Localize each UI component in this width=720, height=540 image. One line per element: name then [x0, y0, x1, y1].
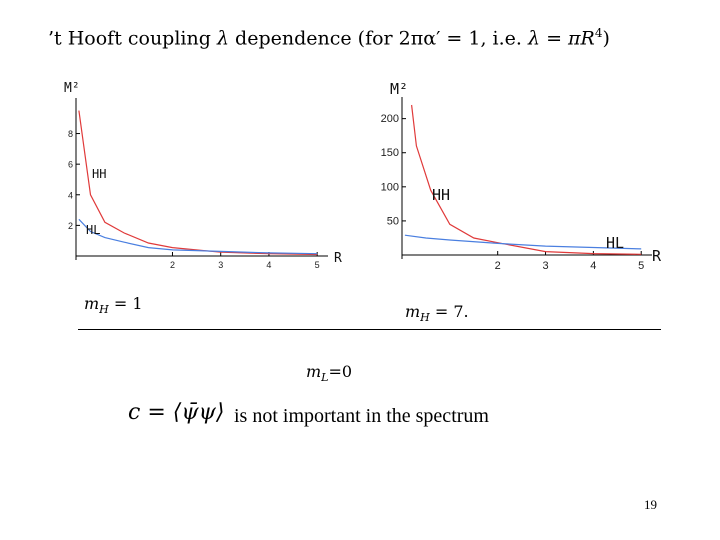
- x-tick-label: 5: [315, 260, 320, 270]
- caption-right-sub: H: [420, 311, 430, 325]
- x-tick-label: 4: [266, 260, 271, 270]
- y-tick-label: 100: [381, 181, 399, 193]
- title-eq: λ = πR: [528, 27, 595, 50]
- curve-label-hl: HL: [606, 234, 624, 252]
- series-line-hl: [404, 234, 642, 250]
- ml-var: m: [306, 362, 322, 381]
- ml-val: =0: [328, 362, 353, 381]
- y-tick-label: 6: [68, 160, 73, 170]
- x-tick-label: 3: [542, 260, 548, 272]
- y-tick-label: 2: [68, 221, 73, 231]
- curve-label-hh: HH: [432, 186, 450, 204]
- series-line-hh: [78, 110, 318, 256]
- y-tick-label: 200: [381, 113, 399, 125]
- y-tick-label: 8: [68, 129, 73, 139]
- page-number: 19: [644, 497, 657, 512]
- curve-label-hh: HH: [92, 167, 106, 181]
- slide-title: ’t Hooft coupling λ dependence (for 2πα′…: [48, 26, 610, 49]
- y-tick-label: 150: [381, 147, 399, 159]
- title-lambda: λ: [216, 27, 229, 50]
- chart-left: 2 4 6 8 2 3 4 5 M² R HH HL: [64, 81, 342, 270]
- title-suffix: ): [602, 27, 610, 50]
- caption-right-var: m: [405, 302, 421, 321]
- y-axis-label: M²: [64, 81, 80, 96]
- y-tick-label: 4: [68, 190, 73, 200]
- x-axis-label: R: [334, 251, 342, 266]
- y-tick-label: 50: [387, 215, 399, 227]
- caption-right: mH = 7.: [405, 302, 469, 324]
- series-line-hh: [411, 104, 642, 255]
- y-axis-label: M²: [390, 80, 408, 98]
- x-tick-label: 2: [170, 260, 175, 270]
- ml-label: mL=0: [306, 362, 352, 384]
- caption-left-var: m: [84, 294, 100, 313]
- x-tick-label: 4: [590, 260, 596, 272]
- divider-line: [78, 329, 661, 330]
- title-mid: dependence (for 2πα′ = 1, i.e.: [229, 27, 528, 50]
- title-prefix: ’t Hooft coupling: [48, 27, 217, 50]
- spectrum-note: is not important in the spectrum: [234, 405, 489, 427]
- condensate-formula: c = ⟨ψ̄ψ⟩: [128, 400, 225, 425]
- chart-right: 50 100 150 200 2 3 4 5 M² R HH HL: [381, 80, 662, 272]
- caption-right-val: = 7.: [429, 302, 469, 321]
- caption-left: mH = 1: [84, 294, 143, 316]
- title-exp: 4: [594, 26, 603, 40]
- x-tick-label: 5: [638, 260, 644, 272]
- ml-sub: L: [321, 371, 329, 385]
- series-line-hl: [78, 218, 318, 255]
- x-axis-label: R: [652, 247, 662, 265]
- x-tick-label: 2: [495, 260, 501, 272]
- curve-label-hl: HL: [86, 223, 100, 237]
- x-tick-label: 3: [218, 260, 223, 270]
- caption-left-sub: H: [99, 303, 109, 317]
- caption-left-val: = 1: [108, 294, 143, 313]
